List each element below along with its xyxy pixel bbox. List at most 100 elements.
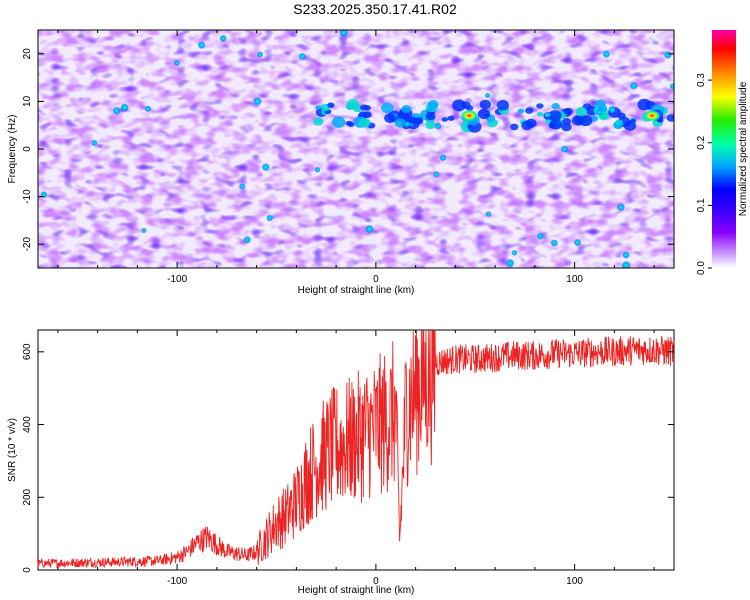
heatmap-ylabel: Frequency (Hz)	[7, 115, 18, 184]
noise-spot	[256, 51, 264, 58]
colorbar-label: Normalized spectral amplitude	[738, 81, 749, 216]
band-blob	[551, 103, 560, 110]
band-blob	[563, 107, 573, 116]
noise-spot	[365, 224, 374, 234]
noise-spot	[484, 92, 491, 99]
line-ytick-label: 200	[22, 488, 33, 505]
heatmap-xlabel: Height of straight line (km)	[298, 285, 415, 296]
band-blob	[346, 99, 360, 110]
band-blob	[477, 108, 491, 120]
band-blob	[509, 123, 519, 131]
colorbar-tick-label: 0.0	[696, 261, 707, 275]
heatmap-xtick-label: 0	[373, 274, 379, 285]
line-xtick-label: 100	[566, 576, 583, 587]
noise-spot	[596, 108, 604, 116]
snr-line	[37, 330, 675, 569]
band-blob	[394, 118, 406, 128]
colorbar	[712, 30, 736, 268]
noise-spot	[298, 52, 307, 61]
noise-spot	[505, 258, 515, 268]
colorbar-tick-label: 0.3	[696, 73, 707, 87]
noise-spot	[629, 81, 638, 90]
noise-spot	[608, 105, 617, 114]
noise-spot	[266, 214, 274, 222]
frequency-band	[40, 30, 674, 268]
band-blob	[359, 118, 371, 128]
noise-spot	[141, 227, 147, 234]
noise-spot	[219, 34, 227, 43]
band-blob	[441, 117, 448, 122]
band-blob	[525, 107, 534, 114]
line-xtick-label: -100	[167, 576, 187, 587]
heatmap-ytick-label: -10	[22, 189, 33, 204]
band-blob	[425, 120, 436, 130]
heatmap-xtick-label: 100	[566, 274, 583, 285]
band-blob	[548, 110, 562, 122]
band-blob	[384, 113, 396, 124]
noise-spot	[91, 139, 98, 147]
band-blob	[332, 116, 346, 128]
noise-spot	[144, 105, 152, 113]
band-blob	[452, 99, 466, 112]
noise-spot	[616, 203, 626, 212]
band-blob	[479, 99, 492, 110]
band-peak	[460, 109, 479, 122]
band-blob	[345, 120, 353, 126]
heatmap-xtick-label: -100	[167, 274, 187, 285]
noise-spot	[403, 120, 411, 128]
band-blob	[425, 112, 436, 121]
line-xtick-label: 0	[373, 576, 379, 587]
band-blob	[426, 107, 434, 113]
band-blob	[381, 102, 394, 114]
line-ytick-label: 600	[22, 343, 33, 360]
noise-spot	[573, 238, 582, 247]
noise-spot	[40, 191, 48, 199]
band-blob	[447, 115, 455, 121]
noise-spot	[434, 122, 442, 130]
band-blob	[561, 122, 572, 132]
band-peak	[643, 109, 662, 122]
band-blob	[623, 120, 637, 131]
noise-spot	[120, 103, 129, 112]
colorbar-tick-label: 0.1	[696, 198, 707, 212]
band-blob	[548, 122, 557, 129]
heatmap-ytick-label: 20	[22, 48, 33, 60]
band-blob	[427, 100, 439, 109]
band-blob	[313, 117, 324, 126]
noise-spot	[621, 260, 631, 268]
band-blob	[637, 98, 652, 111]
band-blob	[315, 105, 322, 110]
heatmap-ytick-label: 10	[22, 95, 33, 107]
band-blob	[525, 118, 537, 128]
band-blob	[579, 114, 593, 127]
noise-spot	[550, 239, 559, 247]
noise-spot	[173, 59, 180, 67]
chart-title: S233.2025.350.17.41.R02	[293, 1, 457, 17]
noise-spot	[261, 162, 270, 172]
colorbar-tick-label: 0.2	[696, 135, 707, 149]
noise-spot	[536, 232, 544, 240]
line-ylabel: SNR (10 * v/v)	[7, 418, 18, 482]
heatmap-noise-layer-dark	[38, 30, 674, 268]
band-blob	[415, 119, 423, 124]
band-blob	[363, 105, 371, 111]
noise-spot	[439, 154, 447, 162]
heatmap-ytick-label: -20	[22, 237, 33, 252]
band-blob	[496, 100, 510, 111]
band-blob	[615, 119, 623, 125]
line-xlabel: Height of straight line (km)	[298, 585, 415, 596]
band-blob	[536, 103, 544, 109]
noise-spot	[339, 30, 349, 38]
noise-spot	[622, 251, 630, 259]
noise-spot	[663, 50, 672, 59]
band-blob	[536, 111, 544, 117]
line-ytick-label: 0	[22, 567, 33, 573]
band-blob	[544, 112, 551, 117]
colorbar-axes: 0.0 0.1 0.2 0.3	[696, 73, 712, 275]
noise-spot	[511, 249, 518, 256]
noise-spot	[560, 145, 569, 154]
line-axes: -100 0 100 0 200 400 600	[22, 330, 674, 587]
noise-spot	[197, 41, 206, 50]
